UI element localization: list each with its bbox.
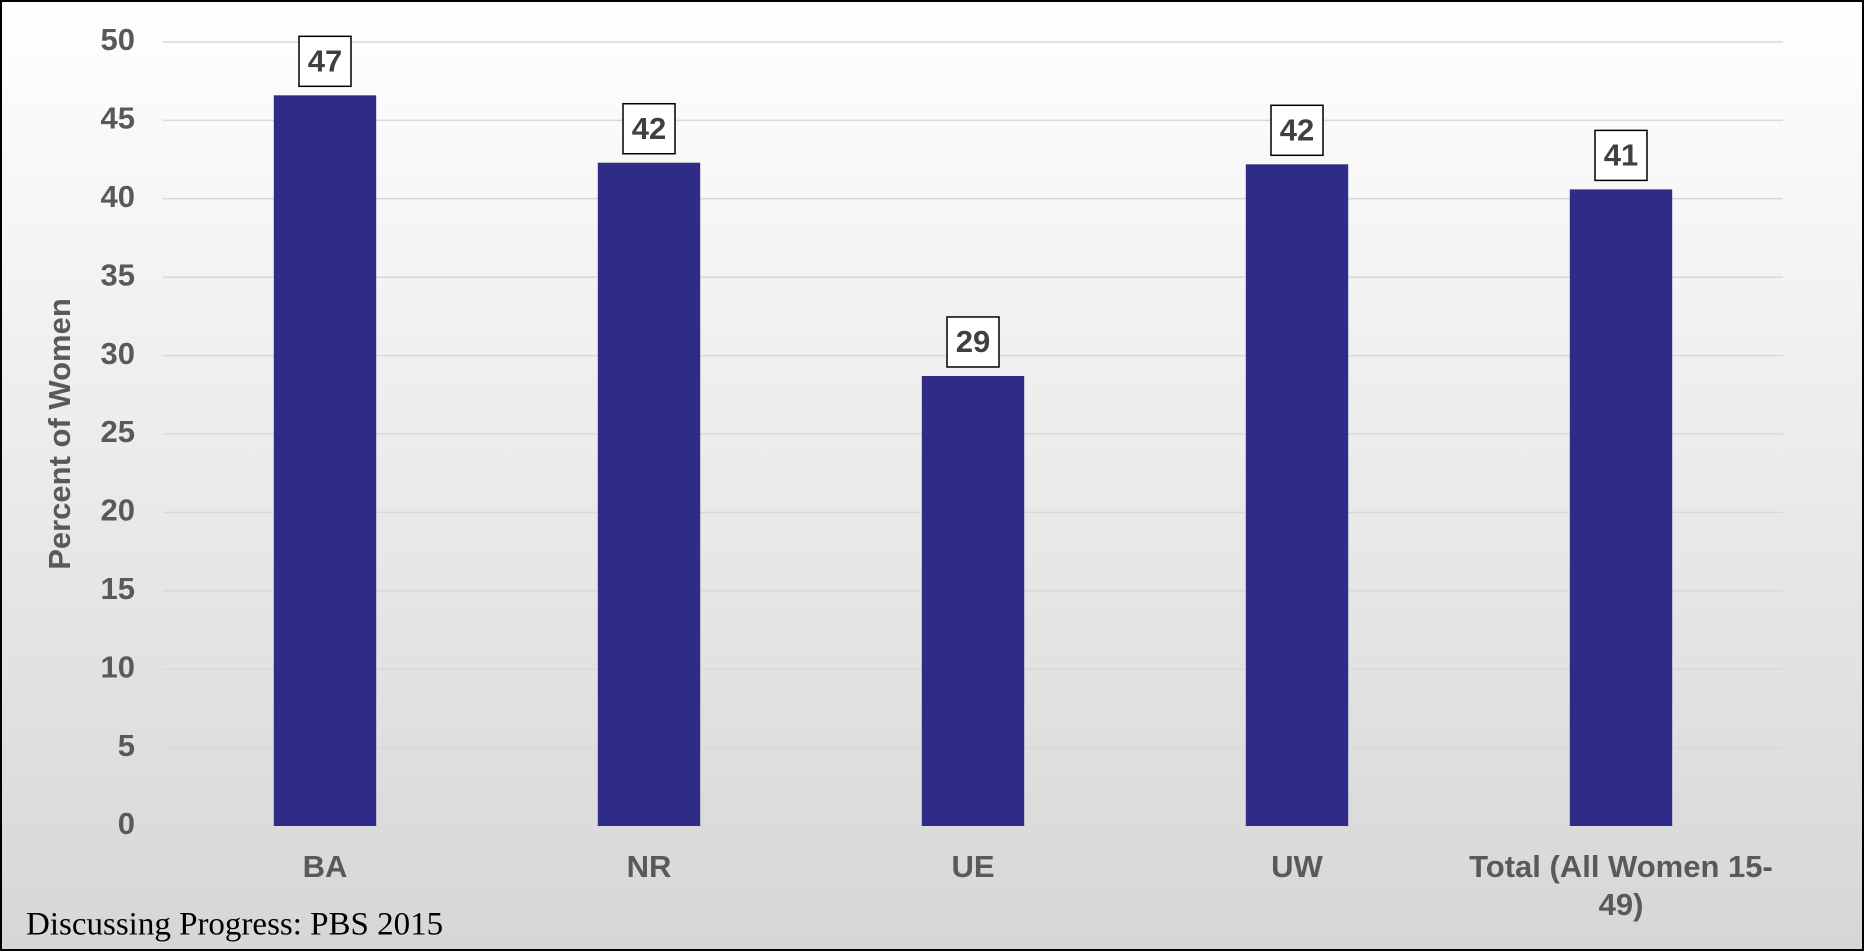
x-tick-label: Total (All Women 15-49)	[1469, 849, 1773, 922]
value-label: 42	[1280, 112, 1314, 147]
bar	[597, 162, 701, 827]
y-tick-label: 10	[101, 649, 135, 684]
source: Discussing Progress: PBS 2015	[26, 907, 443, 943]
y-tick-label: 15	[101, 571, 135, 606]
value-label-box	[946, 316, 1000, 368]
bar	[273, 95, 377, 826]
y-tick-label: 45	[101, 101, 135, 136]
bar	[921, 375, 1025, 826]
y-tick-label: 50	[101, 22, 135, 57]
x-tick-label: UW	[1271, 849, 1323, 884]
x-tick-label: NR	[626, 849, 672, 884]
y-tick-label: 20	[101, 493, 135, 528]
value-label: 42	[632, 111, 666, 146]
x-tick-group: NR	[626, 849, 672, 884]
bar	[1245, 164, 1349, 826]
y-tick-label: 35	[101, 257, 135, 292]
y-axis-title: Percent of Women	[42, 298, 77, 570]
x-tick-group: Total (All Women 15-49)	[1469, 849, 1773, 922]
x-tick-group: UE	[951, 849, 995, 884]
y-tick-label: 5	[118, 728, 135, 763]
value-label: 29	[956, 324, 990, 359]
x-tick-label: UE	[951, 849, 995, 884]
y-tick-label: 25	[101, 414, 135, 449]
x-tick-group: BA	[302, 849, 348, 884]
x-tick-label: BA	[302, 849, 348, 884]
y-tick-label: 40	[101, 179, 135, 214]
value-label-box	[622, 102, 676, 155]
value-label-box	[298, 35, 352, 88]
value-label-box	[1594, 129, 1648, 182]
y-tick-label: 0	[118, 806, 135, 841]
value-label: 41	[1604, 138, 1638, 173]
value-label-box	[1270, 104, 1324, 157]
bar	[1569, 189, 1673, 827]
value-label: 47	[308, 43, 342, 78]
x-tick-group: UW	[1271, 849, 1323, 884]
y-tick-label: 30	[101, 336, 135, 371]
